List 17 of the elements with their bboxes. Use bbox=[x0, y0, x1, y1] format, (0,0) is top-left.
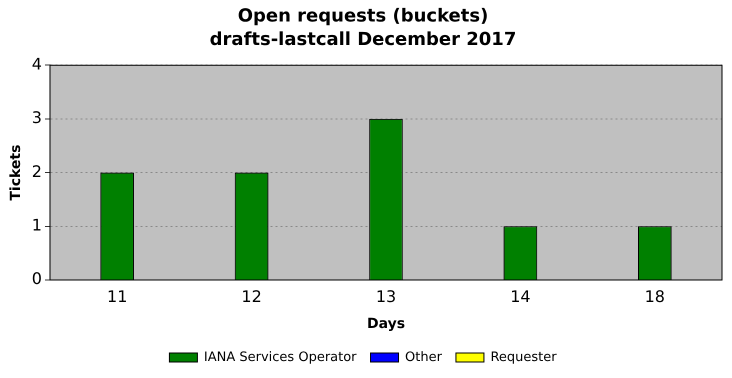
x-tick-label: 18 bbox=[644, 286, 665, 306]
y-axis-title: Tickets bbox=[8, 144, 24, 201]
legend-label: Requester bbox=[490, 350, 558, 365]
x-tick-label: 11 bbox=[107, 286, 128, 306]
x-tick-label: 13 bbox=[376, 286, 396, 306]
legend-label: Other bbox=[405, 350, 443, 365]
y-tick-label: 3 bbox=[32, 108, 42, 128]
y-tick-label: 4 bbox=[32, 54, 42, 74]
x-tick-label: 14 bbox=[510, 286, 531, 306]
x-axis-title: Days bbox=[366, 316, 406, 332]
y-tick-label: 1 bbox=[32, 215, 42, 234]
y-tick-label: 2 bbox=[32, 162, 42, 181]
y-tick-label: 0 bbox=[32, 269, 42, 288]
chart-subtitle: drafts-lastcall December 2017 bbox=[210, 29, 516, 50]
chart-title: Open requests (buckets) bbox=[238, 5, 488, 26]
x-tick-label: 12 bbox=[241, 286, 262, 306]
legend-label: IANA Services Operator bbox=[204, 350, 358, 365]
